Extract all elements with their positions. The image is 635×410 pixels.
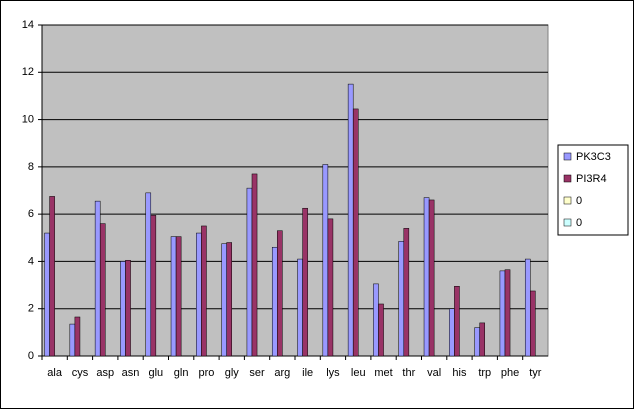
bar [196,232,202,357]
bar [378,303,384,357]
x-tick-label: thr [402,367,415,379]
bar [201,225,207,357]
legend-label: 0 [576,217,582,229]
bar [327,218,334,357]
y-tick-label: 4 [28,255,34,267]
y-tick-label: 2 [28,303,34,315]
bar [271,246,278,357]
bar [49,196,55,357]
y-tick-label: 14 [22,19,34,31]
x-tick-label: phe [501,367,519,379]
bar [504,269,511,357]
legend-label: 0 [576,195,582,207]
x-tick-label: ile [302,367,313,379]
bar [44,232,50,357]
y-tick-label: 10 [22,113,34,125]
bar [150,215,157,357]
y-tick-label: 6 [28,208,34,220]
bar [398,241,405,357]
bar [94,200,101,357]
plot-area [41,24,549,357]
bar [74,316,81,357]
bar [479,322,486,357]
bar [352,108,359,357]
bar [221,243,227,357]
x-tick-label: lys [326,367,340,379]
bar [423,197,430,357]
bar [302,207,308,357]
x-tick-label: ala [47,367,63,379]
bar [120,261,126,357]
x-tick-label: ser [249,367,265,379]
bar [297,258,303,357]
bar [99,223,106,357]
bar [524,258,531,357]
bar [226,242,233,357]
bar [373,283,379,357]
bar [246,187,253,357]
bar [403,228,410,357]
bar [499,270,506,357]
legend-label: PI3R4 [576,173,607,185]
bar [145,192,152,357]
x-tick-label: asn [122,367,140,379]
bar [474,327,480,357]
x-tick-label: tyr [529,367,542,379]
bar [428,199,435,357]
bar [530,290,536,357]
x-tick-label: asp [96,367,114,379]
bar [69,323,76,357]
bar [454,286,460,357]
x-tick-label: gln [174,367,189,379]
bar [347,83,354,357]
x-tick-label: met [374,367,392,379]
legend-swatch [563,152,572,161]
bar [251,173,258,357]
bar [170,236,177,357]
x-tick-label: trp [478,367,491,379]
bar [175,236,182,357]
legend-swatch [563,218,572,227]
bar [125,259,131,357]
bar [322,164,329,357]
bar [449,308,455,357]
x-tick-label: arg [274,367,290,379]
x-tick-label: his [452,367,467,379]
legend-label: PK3C3 [576,151,611,163]
x-tick-label: glu [149,367,164,379]
x-tick-label: val [427,367,441,379]
x-tick-label: gly [225,367,240,379]
x-tick-label: leu [351,367,366,379]
y-tick-label: 8 [28,161,34,173]
legend-swatch [563,196,572,205]
y-tick-label: 12 [22,66,34,78]
legend-swatch [563,174,572,183]
bar [277,230,283,357]
y-tick-label: 0 [28,350,34,362]
x-tick-label: pro [198,367,214,379]
x-tick-label: cys [72,367,89,379]
